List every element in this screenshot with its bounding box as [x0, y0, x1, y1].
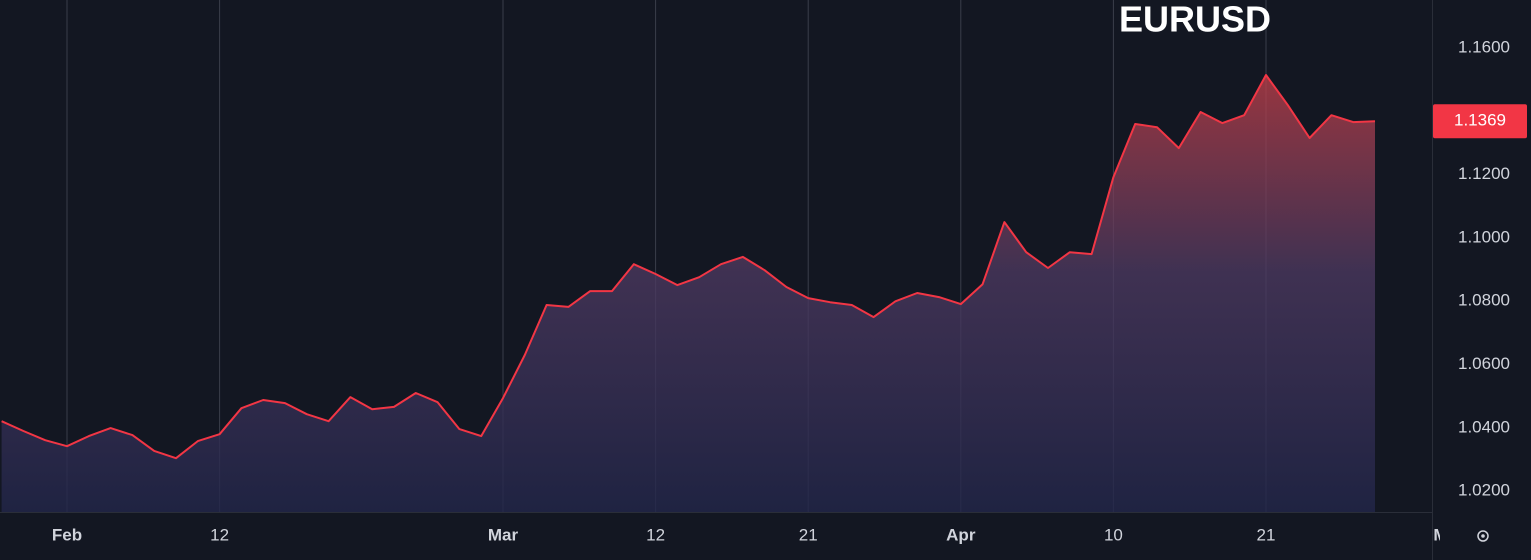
- price-line: [1, 74, 1376, 460]
- last-price-label: 1.1369: [1454, 111, 1506, 130]
- last-price-box: [1433, 104, 1527, 139]
- y-tick-label: 1.1200: [1458, 164, 1510, 183]
- x-tick-label: Mar: [488, 525, 519, 544]
- y-tick-label: 1.1600: [1458, 38, 1510, 57]
- area-fill: [1, 75, 1376, 512]
- y-tick-label: 1.0200: [1458, 481, 1510, 500]
- y-tick-label: 1.0400: [1458, 417, 1510, 436]
- x-tick-label: Apr: [946, 525, 976, 544]
- settings-icon[interactable]: [1477, 530, 1489, 542]
- x-tick-label: 12: [646, 525, 665, 544]
- x-tick-label: 12: [210, 525, 229, 544]
- x-tick-label: 21: [799, 525, 818, 544]
- y-tick-label: 1.0800: [1458, 291, 1510, 310]
- y-tick-label: 1.1000: [1458, 227, 1510, 246]
- x-tick-label: 10: [1104, 525, 1123, 544]
- chart-title: EURUSD: [1119, 0, 1271, 40]
- x-tick-label: 21: [1257, 525, 1276, 544]
- x-tick-label: M: [1433, 525, 1447, 544]
- y-tick-label: 1.0600: [1458, 354, 1510, 373]
- x-tick-label: Feb: [52, 525, 82, 544]
